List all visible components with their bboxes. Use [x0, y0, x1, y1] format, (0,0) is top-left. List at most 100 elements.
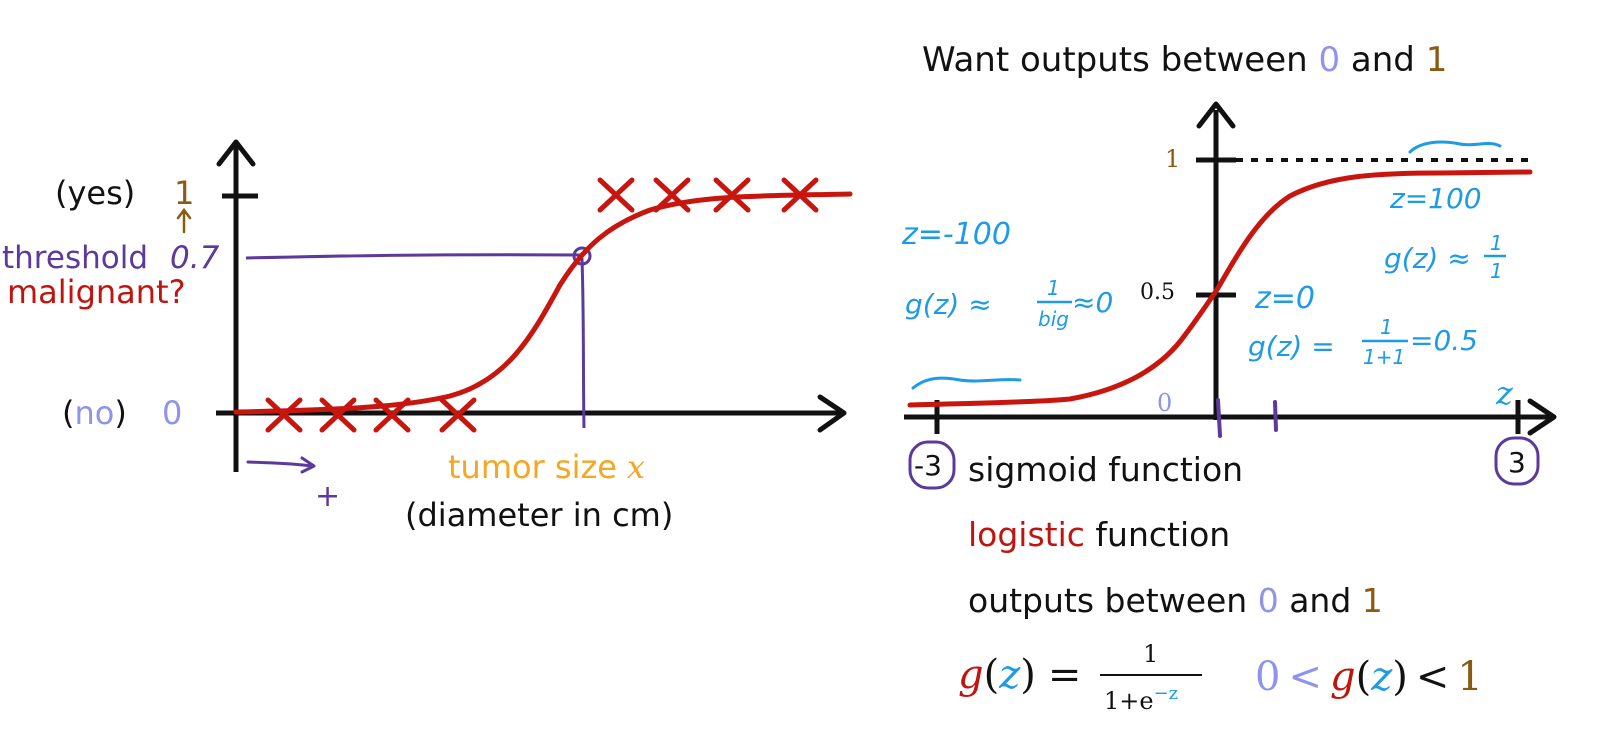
right-chart-title: Want outputs between 0 and 1 — [922, 40, 1447, 80]
sigmoid-function-label: sigmoid function — [968, 450, 1243, 489]
right-y-tick-1-label: 1 — [1165, 145, 1180, 173]
malignant-label: malignant? — [7, 273, 186, 311]
x-max-label: 3 — [1508, 446, 1526, 479]
formula-denominator-exp: −z — [1154, 683, 1179, 704]
note-zero-frac-den: 1+1 — [1363, 345, 1405, 369]
x-axis-label-var: x — [627, 448, 645, 486]
x-axis-label-main: tumor size — [448, 448, 617, 486]
right-x-axis-arrowhead — [1527, 398, 1557, 436]
cross-mark — [713, 177, 751, 213]
note-zero-z: z=0 — [1254, 281, 1315, 316]
no-label: (no) — [62, 394, 127, 432]
range-lt-2: < — [1416, 654, 1450, 700]
range-paren-close: ) — [1392, 654, 1408, 700]
right-origin-label: 0 — [1157, 389, 1172, 417]
threshold-label: threshold — [2, 240, 148, 276]
small-arrow-head — [300, 456, 316, 474]
logistic-rest: function — [1085, 515, 1230, 554]
note-zero: z=0 g(z) = 1 1+1 =0.5 — [1248, 281, 1478, 369]
right-chart: Want outputs between 0 and 1 1 0.5 0 z -… — [901, 40, 1557, 490]
outputs-and: and — [1279, 581, 1362, 620]
note-pos-g: g(z) ≈ — [1384, 242, 1471, 275]
formula-z: z — [998, 652, 1021, 698]
formula-lhs: g(z) = — [958, 652, 1081, 698]
note-pos-frac-num: 1 — [1490, 231, 1503, 255]
crosses-benign — [265, 397, 477, 433]
threshold-circle — [572, 246, 592, 266]
x-axis-label: tumor size x — [448, 448, 645, 486]
title-one: 1 — [1426, 40, 1448, 80]
function-notes: sigmoid function logistic function outpu… — [968, 450, 1383, 620]
left-sigmoid-curve — [233, 191, 853, 415]
title-prefix: Want outputs between — [922, 40, 1318, 80]
sigmoid-formula: g(z) = 1 1+e−z 0 < g(z) <1 — [958, 640, 1483, 715]
no-label-close: ) — [114, 394, 126, 432]
note-positive: z=100 g(z) ≈ 1 1 — [1384, 182, 1506, 283]
range-one: 1 — [1457, 654, 1482, 700]
x-min-circle — [908, 440, 956, 490]
note-negative: z=-100 g(z) ≈ 1 big ≈0 — [901, 217, 1113, 331]
formula-paren-open: ( — [984, 652, 1000, 698]
logistic-function-label: logistic function — [968, 515, 1230, 554]
outputs-between-label: outputs between 0 and 1 — [968, 581, 1383, 620]
left-x-axis-arrowhead — [817, 394, 847, 433]
outputs-zero: 0 — [1258, 581, 1279, 620]
cross-mark — [439, 397, 477, 433]
note-neg-z: z=-100 — [901, 217, 1011, 252]
threshold-vertical — [580, 257, 586, 429]
range-z: z — [1370, 654, 1393, 700]
formula-denominator-base: 1+e — [1104, 687, 1154, 715]
no-value: 0 — [162, 394, 182, 432]
x-min-label: -3 — [914, 449, 942, 482]
cross-mark — [781, 177, 819, 213]
threshold-line — [245, 253, 583, 260]
range-zero: 0 — [1255, 654, 1280, 700]
title-zero: 0 — [1318, 40, 1340, 80]
note-zero-frac-num: 1 — [1380, 315, 1393, 339]
outputs-one: 1 — [1362, 581, 1383, 620]
right-sigmoid-curve — [907, 169, 1533, 408]
note-neg-frac-den: big — [1038, 307, 1069, 331]
range-paren-open: ( — [1356, 654, 1372, 700]
note-neg-suffix: ≈0 — [1072, 286, 1113, 319]
note-zero-suffix: =0.5 — [1410, 324, 1478, 357]
x-axis-sublabel: (diameter in cm) — [405, 496, 673, 534]
cross-mark — [373, 397, 411, 433]
range-g: g — [1330, 654, 1356, 700]
note-pos-frac-den: 1 — [1490, 259, 1503, 283]
yes-label: (yes) — [55, 174, 135, 212]
x-max-circle — [1494, 436, 1540, 486]
logistic-word: logistic — [968, 515, 1085, 554]
small-arrow — [246, 460, 314, 468]
formula-range: 0 < g(z) <1 — [1255, 654, 1483, 700]
purple-tick-a — [1216, 398, 1222, 438]
note-pos-z: z=100 — [1389, 182, 1482, 215]
formula-paren-close: ) — [1020, 652, 1036, 698]
cross-mark — [597, 177, 635, 213]
crosses-malignant — [597, 177, 819, 213]
formula-denominator: 1+e−z — [1104, 683, 1178, 715]
formula-equals: = — [1048, 652, 1082, 698]
no-label-open: ( — [62, 394, 74, 432]
right-y-axis-arrowhead — [1196, 101, 1236, 129]
cross-mark — [653, 177, 691, 213]
purple-tick-b — [1273, 400, 1278, 432]
note-neg-frac-num: 1 — [1047, 276, 1060, 300]
threshold-value: 0.7 — [170, 240, 220, 276]
cross-mark — [265, 397, 303, 433]
cross-mark — [319, 397, 357, 433]
yes-value: 1 — [174, 174, 194, 212]
small-up-arrow — [176, 207, 192, 234]
squiggle-left — [911, 376, 1022, 390]
outputs-prefix: outputs between — [968, 581, 1258, 620]
z-axis-label: z — [1495, 374, 1514, 412]
left-y-axis-arrowhead — [216, 139, 256, 167]
title-and: and — [1340, 40, 1426, 80]
squiggle-right — [1408, 140, 1502, 154]
formula-g: g — [958, 652, 984, 698]
note-zero-g: g(z) = — [1248, 330, 1335, 363]
formula-numerator: 1 — [1143, 640, 1158, 668]
left-chart: + (yes) 1 threshold 0.7 malignant? (no) … — [2, 139, 853, 534]
note-neg-g: g(z) ≈ — [905, 288, 992, 321]
